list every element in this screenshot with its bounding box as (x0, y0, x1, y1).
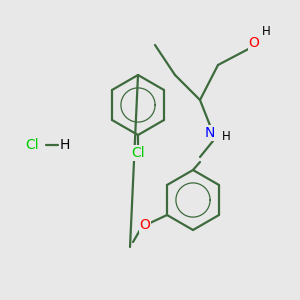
Text: H: H (60, 138, 70, 152)
Text: Cl: Cl (25, 138, 39, 152)
Text: N: N (205, 126, 215, 140)
Text: H: H (222, 130, 230, 143)
Text: Cl: Cl (131, 146, 145, 160)
Text: O: O (249, 36, 260, 50)
Text: H: H (262, 25, 271, 38)
Text: O: O (140, 218, 151, 232)
